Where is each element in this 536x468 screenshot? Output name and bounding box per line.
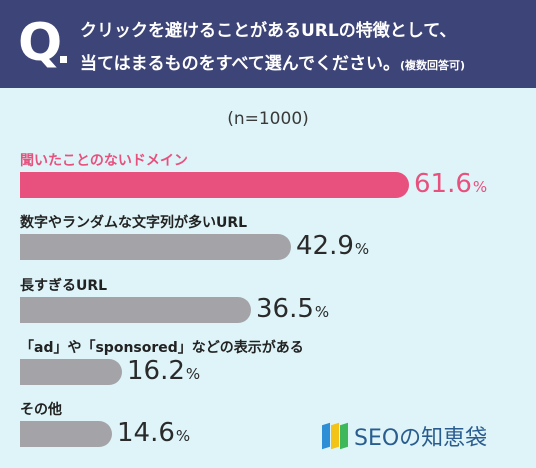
data-label: 36.5% <box>256 294 329 327</box>
bar <box>20 297 251 323</box>
data-label-unit: % <box>314 303 330 321</box>
data-label: 42.9% <box>296 231 369 264</box>
bar-label: 数字やランダムな文字列が多いURL <box>20 215 248 231</box>
bar-label: 「ad」や「sponsored」などの表示がある <box>20 340 304 356</box>
sample-size-label: (n=1000) <box>227 109 309 129</box>
data-label: 14.6% <box>117 418 190 451</box>
question-header: Q クリックを避けることがあるURLの特徴として、 当てはまるものをすべて選んで… <box>0 0 536 88</box>
bar-label: その他 <box>20 402 62 418</box>
bar <box>20 359 122 385</box>
data-label-unit: % <box>354 240 370 258</box>
bar-label: 長すぎるURL <box>20 278 108 294</box>
data-label-value: 14.6 <box>117 418 175 448</box>
brand-name: SEOの知恵袋 <box>354 426 488 451</box>
data-label-value: 36.5 <box>256 294 314 324</box>
bar <box>20 421 112 447</box>
bar <box>20 172 409 198</box>
brand-logo: SEOの知恵袋 <box>322 419 487 453</box>
brand-logo-icon <box>322 422 348 450</box>
data-label-value: 42.9 <box>296 231 354 261</box>
question-text-line2: 当てはまるものをすべて選んでください。(複数回答可) <box>80 49 465 74</box>
question-mark: Q <box>18 13 63 73</box>
data-label-value: 16.2 <box>127 356 185 386</box>
question-dot <box>60 56 67 63</box>
data-label-value: 61.6 <box>414 169 472 199</box>
bar-label: 聞いたことのないドメイン <box>20 153 188 169</box>
question-text-line1: クリックを避けることがあるURLの特徴として、 <box>80 21 457 41</box>
question-note: (複数回答可) <box>399 59 466 72</box>
data-label-unit: % <box>175 427 191 445</box>
bar <box>20 234 291 260</box>
data-label: 61.6% <box>414 169 487 202</box>
data-label-unit: % <box>185 365 201 383</box>
data-label-unit: % <box>472 178 488 196</box>
data-label: 16.2% <box>127 356 200 389</box>
question-text-line2-main: 当てはまるものをすべて選んでください。 <box>80 54 400 74</box>
